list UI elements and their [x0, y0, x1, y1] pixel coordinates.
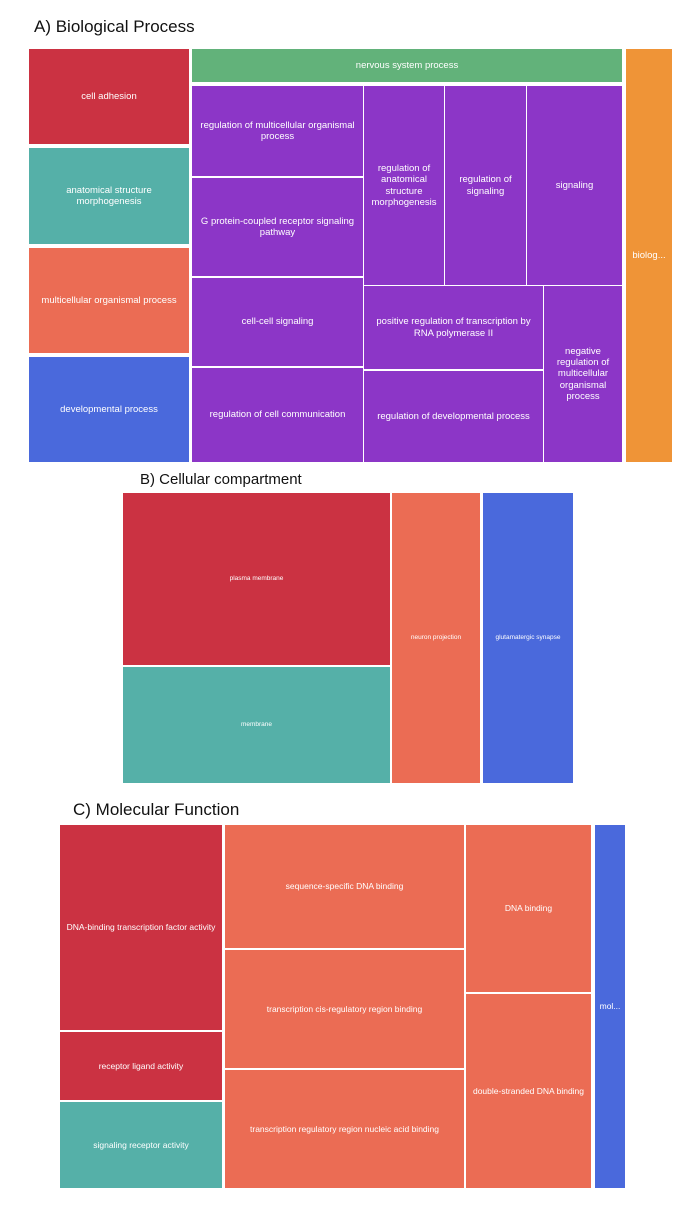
treemap-tile[interactable]: G protein-coupled receptor signaling pat… [192, 178, 363, 276]
tile-label: plasma membrane [229, 575, 284, 583]
tile-label: DNA-binding transcription factor activit… [66, 922, 216, 933]
treemap-tile[interactable]: neuron projection [392, 493, 480, 783]
tile-label: regulation of developmental process [377, 410, 530, 422]
tile-label: signaling receptor activity [93, 1139, 189, 1150]
treemap-tile[interactable]: DNA binding [466, 825, 591, 992]
treemap-tile[interactable]: double-stranded DNA binding [466, 994, 591, 1188]
treemap-tile[interactable]: sequence-specific DNA binding [225, 825, 464, 948]
tile-label: negative regulation of multicellular org… [556, 345, 610, 403]
tile-label: G protein-coupled receptor signaling pat… [200, 215, 355, 238]
treemap-tile[interactable]: signaling [527, 86, 622, 285]
tile-label: developmental process [60, 403, 158, 415]
treemap-tile[interactable]: biolog... [626, 49, 672, 462]
tile-label: cell adhesion [81, 90, 137, 102]
treemap-tile[interactable]: cell adhesion [29, 49, 189, 144]
treemap-tile[interactable]: regulation of cell communication [192, 368, 363, 462]
tile-label: transcription regulatory region nucleic … [250, 1123, 439, 1134]
tile-label: glutamatergic synapse [495, 634, 561, 642]
tile-label: DNA binding [504, 903, 553, 914]
tile-label: nervous system process [355, 59, 459, 71]
treemap-tile[interactable]: transcription regulatory region nucleic … [225, 1070, 464, 1188]
treemap-tile[interactable]: developmental process [29, 357, 189, 462]
treemap-tile[interactable]: regulation of multicellular organismal p… [192, 86, 363, 176]
treemap-tile[interactable]: DNA-binding transcription factor activit… [60, 825, 222, 1030]
tile-label: regulation of multicellular organismal p… [200, 119, 355, 142]
tile-label: biolog... [632, 249, 666, 261]
tile-label: anatomical structure morphogenesis [66, 184, 152, 207]
tile-label: regulation of anatomical structure morph… [371, 162, 437, 208]
treemap-tile[interactable]: receptor ligand activity [60, 1032, 222, 1100]
treemap-tile[interactable]: plasma membrane [123, 493, 390, 665]
treemap-tile[interactable]: regulation of developmental process [364, 371, 543, 462]
tile-label: regulation of signaling [459, 174, 512, 197]
tile-label: mol... [599, 1001, 621, 1012]
treemap-tile[interactable]: negative regulation of multicellular org… [544, 286, 622, 462]
treemap-tile[interactable]: mol... [595, 825, 625, 1188]
treemap-tile[interactable]: membrane [123, 667, 390, 783]
treemap-tile[interactable]: nervous system process [192, 49, 622, 82]
treemap-tile[interactable]: regulation of signaling [445, 86, 526, 285]
tile-label: signaling [555, 179, 594, 191]
tile-label: double-stranded DNA binding [472, 1085, 585, 1096]
mf-panel-title: C) Molecular Function [73, 800, 240, 819]
cc-panel-title: B) Cellular compartment [140, 471, 302, 488]
tile-label: multicellular organismal process [41, 294, 177, 306]
treemap-tile[interactable]: glutamatergic synapse [483, 493, 573, 783]
treemap-tile[interactable]: signaling receptor activity [60, 1102, 222, 1188]
treemap-tile[interactable]: positive regulation of transcription by … [364, 286, 543, 369]
tile-label: sequence-specific DNA binding [285, 881, 404, 892]
tile-label: receptor ligand activity [98, 1060, 184, 1071]
tile-label: neuron projection [410, 634, 462, 642]
tile-label: positive regulation of transcription by … [376, 316, 531, 339]
tile-label: transcription cis-regulatory region bind… [266, 1003, 423, 1014]
treemap-tile[interactable]: regulation of anatomical structure morph… [364, 86, 444, 285]
bp-panel-title: A) Biological Process [34, 17, 195, 36]
tile-label: membrane [240, 721, 273, 729]
treemap-tile[interactable]: anatomical structure morphogenesis [29, 148, 189, 244]
tile-label: cell-cell signaling [241, 316, 314, 328]
treemap-tile[interactable]: multicellular organismal process [29, 248, 189, 353]
treemap-tile[interactable]: cell-cell signaling [192, 278, 363, 366]
treemap-tile[interactable]: transcription cis-regulatory region bind… [225, 950, 464, 1068]
tile-label: regulation of cell communication [209, 409, 346, 421]
